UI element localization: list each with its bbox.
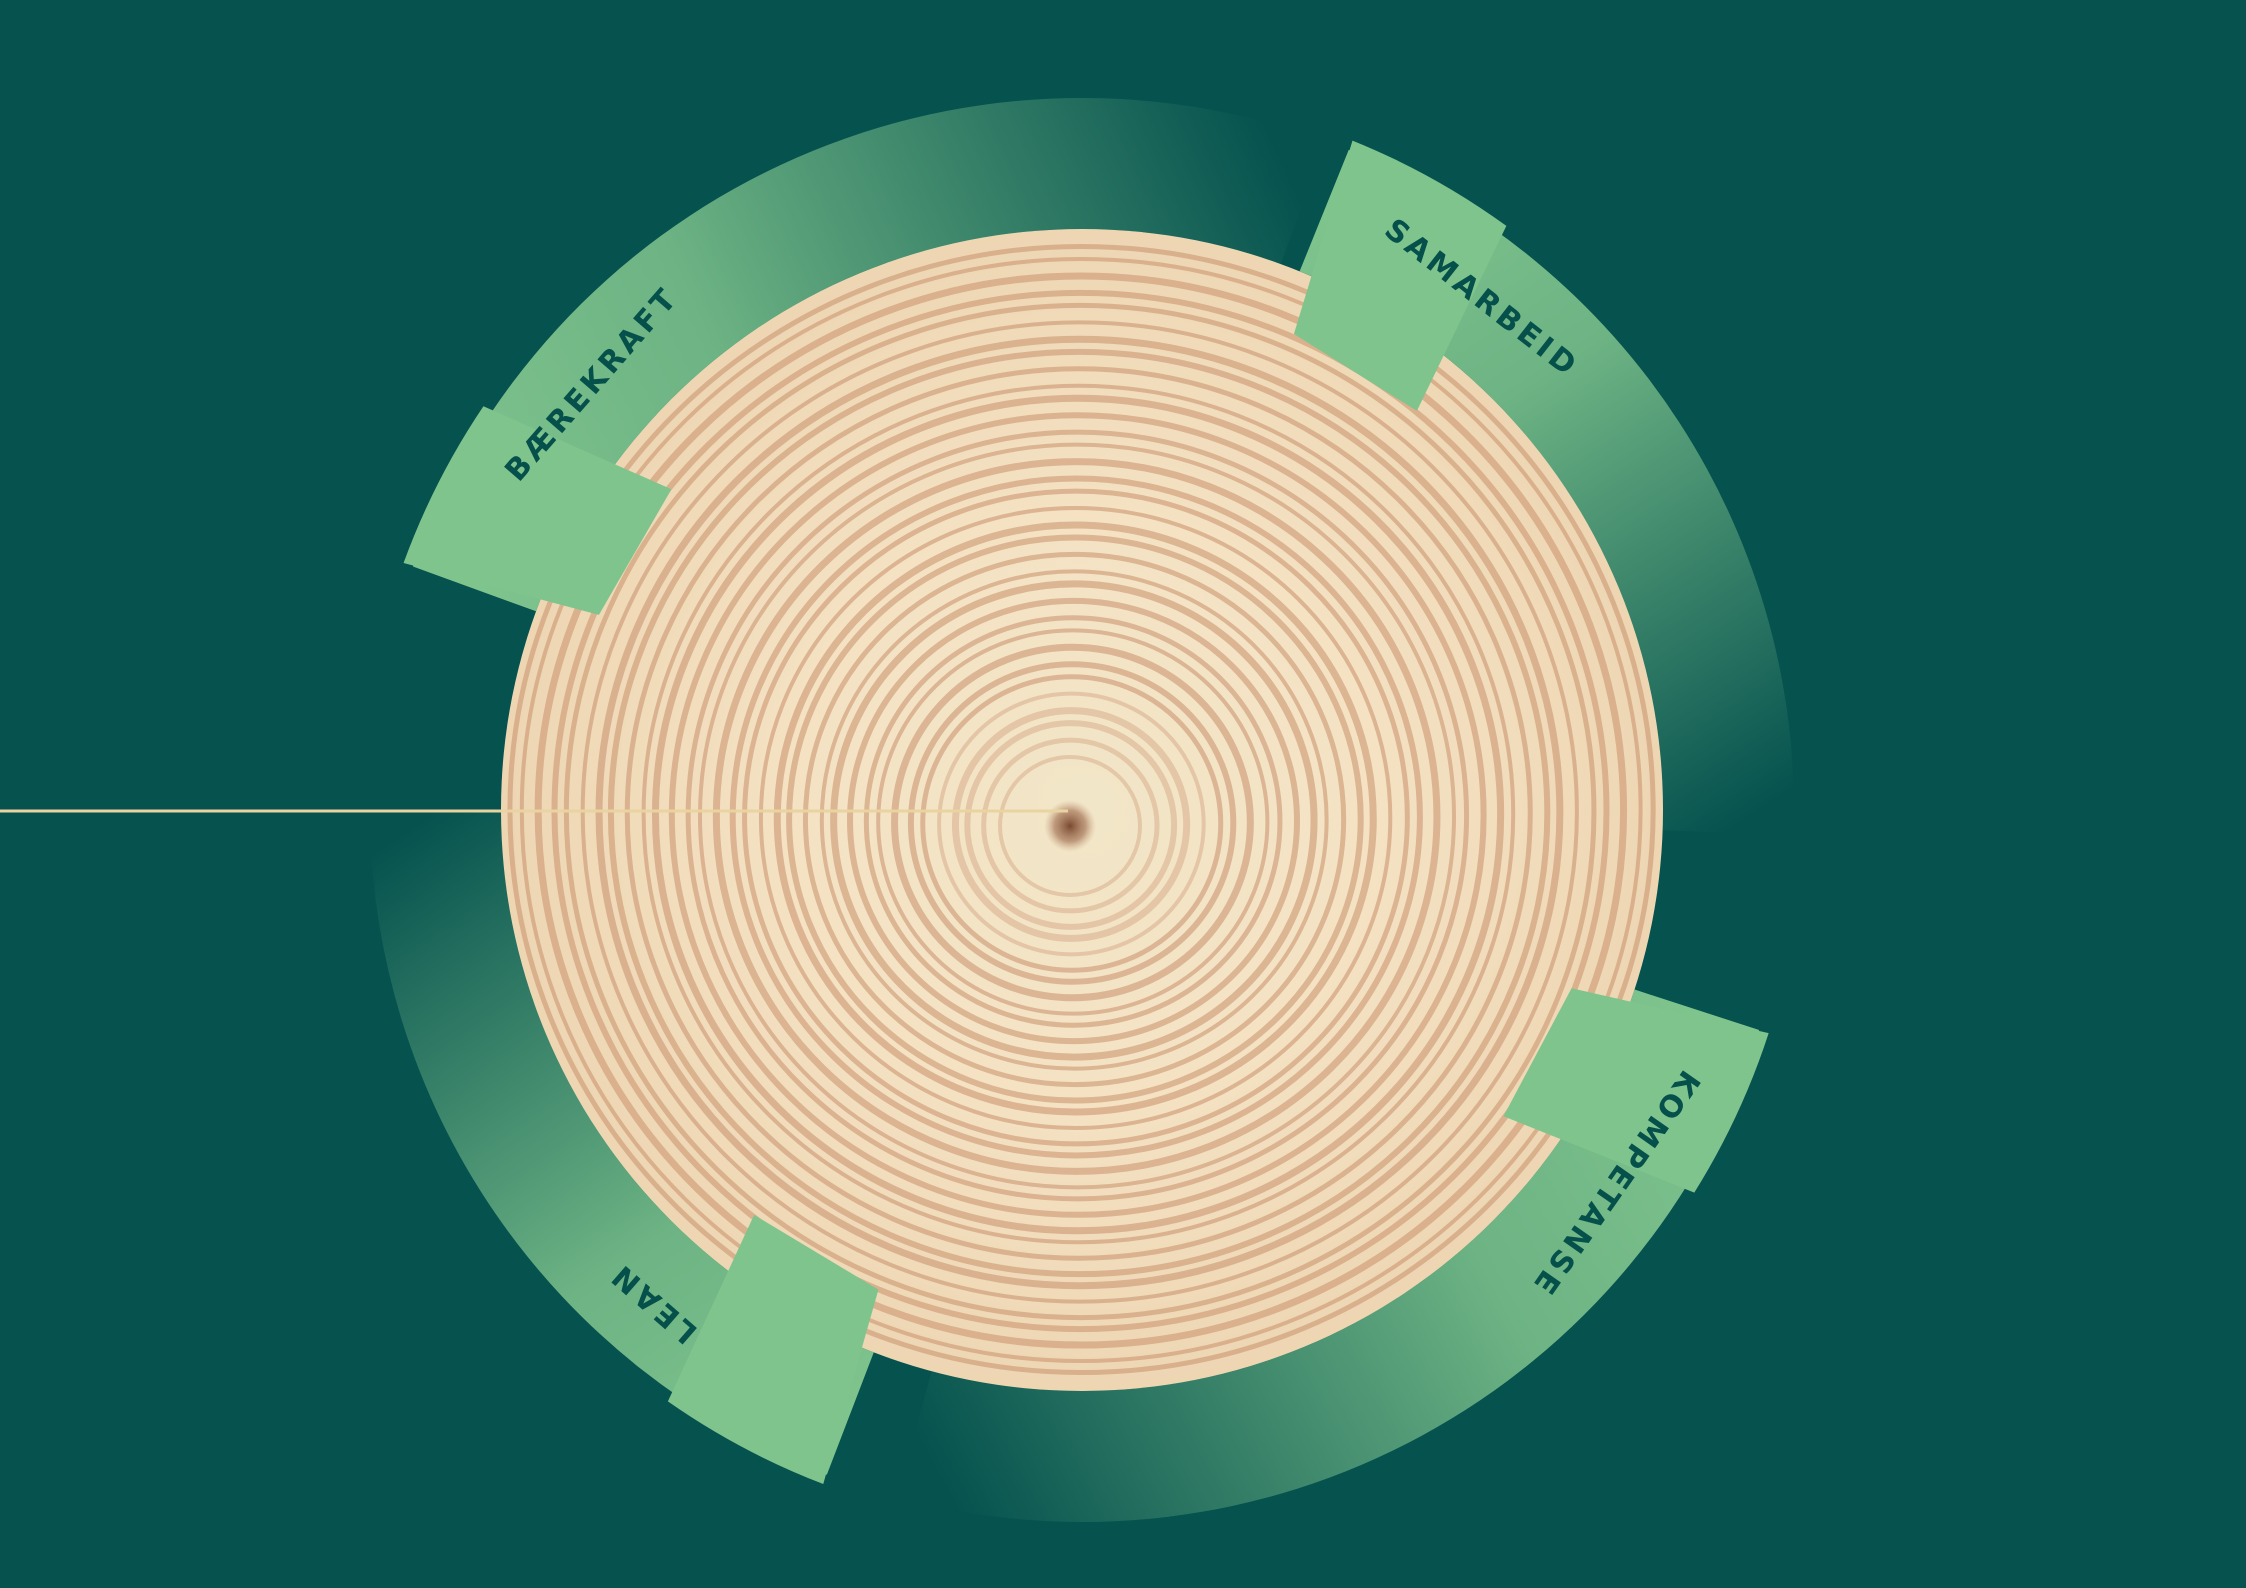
growth-ring — [891, 643, 1254, 1002]
growth-ring — [712, 458, 1441, 1175]
growth-ring — [876, 628, 1270, 1016]
growth-ring — [907, 661, 1237, 985]
growth-ring — [964, 720, 1178, 930]
growth-ring — [847, 597, 1300, 1045]
tree-ring-image — [501, 229, 1663, 1391]
growth-ring — [773, 521, 1377, 1116]
growth-ring — [981, 737, 1160, 914]
segment-band-baerekraft — [412, 98, 1326, 612]
growth-ring — [951, 707, 1191, 942]
growth-ring — [758, 506, 1393, 1130]
growth-ring — [624, 366, 1533, 1261]
growth-ring — [651, 394, 1505, 1235]
growth-ring — [668, 412, 1487, 1218]
segment-cap-baerekraft — [403, 406, 672, 615]
segment-cap-kompetanse — [1503, 988, 1769, 1193]
growth-ring — [937, 691, 1206, 957]
growth-ring — [607, 348, 1551, 1278]
growth-ring — [698, 442, 1456, 1190]
tree-pith — [1044, 800, 1096, 852]
growth-ring — [742, 488, 1410, 1147]
growth-ring — [819, 569, 1329, 1071]
growth-ring — [920, 674, 1224, 973]
growth-ring — [802, 551, 1347, 1088]
growth-ring — [729, 475, 1423, 1159]
growth-ring — [998, 755, 1142, 897]
segment-cap-samarbeid — [1293, 140, 1507, 411]
growth-ring — [786, 534, 1364, 1104]
growth-ring — [685, 429, 1470, 1202]
segment-cap-lean — [667, 1214, 879, 1485]
growth-ring — [863, 615, 1283, 1028]
growth-ring — [830, 580, 1318, 1061]
growth-ring — [641, 383, 1516, 1245]
